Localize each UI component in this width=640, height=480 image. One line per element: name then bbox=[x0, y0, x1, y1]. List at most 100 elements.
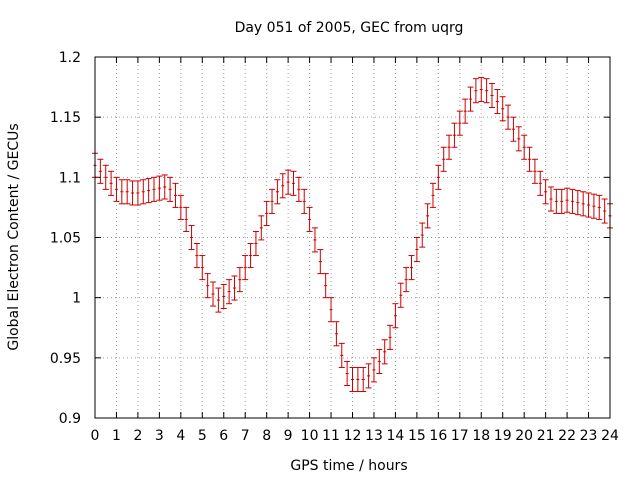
x-tick-label: 14 bbox=[387, 428, 405, 444]
x-tick-label: 9 bbox=[284, 428, 293, 444]
y-tick-label: 0.95 bbox=[50, 351, 81, 367]
data-point bbox=[542, 179, 549, 205]
x-tick-label: 12 bbox=[344, 428, 362, 444]
data-point bbox=[478, 76, 485, 103]
y-tick-label: 1 bbox=[72, 291, 81, 307]
data-point bbox=[210, 281, 217, 307]
grid-lines bbox=[94, 56, 611, 419]
x-tick-label: 8 bbox=[262, 428, 271, 444]
data-point bbox=[102, 164, 109, 190]
x-tick-label: 13 bbox=[365, 428, 383, 444]
chart-title: Day 051 of 2005, GEC from uqrg bbox=[235, 20, 464, 36]
data-point bbox=[483, 78, 490, 104]
data-point bbox=[140, 179, 147, 205]
data-point bbox=[263, 200, 270, 226]
data-points bbox=[92, 76, 613, 393]
y-axis-label: Global Electron Content / GECUs bbox=[6, 123, 22, 350]
data-point bbox=[446, 134, 453, 160]
data-point bbox=[462, 98, 469, 124]
data-point bbox=[215, 287, 222, 313]
data-point bbox=[151, 176, 158, 202]
data-point bbox=[365, 363, 372, 389]
data-point bbox=[494, 88, 501, 115]
data-point bbox=[537, 170, 544, 196]
data-point bbox=[499, 96, 506, 122]
data-point bbox=[488, 82, 495, 109]
data-point bbox=[183, 206, 190, 232]
data-point bbox=[338, 342, 345, 368]
x-axis-label: GPS time / hours bbox=[290, 458, 407, 474]
x-tick-label: 19 bbox=[494, 428, 512, 444]
data-point bbox=[558, 188, 565, 214]
data-point bbox=[349, 366, 356, 393]
y-tick-label: 1.15 bbox=[50, 110, 81, 126]
x-tick-label: 3 bbox=[155, 428, 164, 444]
data-point bbox=[269, 188, 276, 214]
data-point bbox=[601, 198, 608, 224]
data-point bbox=[295, 176, 302, 202]
data-point bbox=[97, 158, 104, 184]
data-point bbox=[596, 194, 603, 220]
data-point bbox=[226, 279, 233, 305]
x-tick-label: 21 bbox=[537, 428, 555, 444]
data-point bbox=[322, 273, 329, 299]
data-point bbox=[564, 187, 571, 213]
data-point bbox=[199, 255, 206, 281]
data-point bbox=[344, 360, 351, 387]
data-point bbox=[408, 255, 415, 281]
x-tick-labels: 0 1 2 3 4 5 6 7 8 9 10 11 12 13 14 15 16 17 18 19 20 21 22 23 24 bbox=[91, 428, 619, 444]
data-point bbox=[301, 188, 308, 214]
x-tick-label: 0 bbox=[91, 428, 100, 444]
data-point bbox=[569, 188, 576, 214]
data-point bbox=[134, 180, 141, 206]
data-point bbox=[435, 164, 442, 190]
data-point bbox=[118, 179, 125, 205]
data-point bbox=[220, 283, 227, 309]
data-point bbox=[403, 267, 410, 293]
data-point bbox=[387, 324, 394, 350]
y-tick-label: 1.1 bbox=[59, 170, 81, 186]
data-point bbox=[167, 176, 174, 202]
data-point bbox=[129, 180, 136, 206]
data-point bbox=[193, 243, 200, 269]
data-point bbox=[328, 297, 335, 323]
data-point bbox=[285, 169, 292, 195]
data-point bbox=[108, 170, 115, 196]
data-point bbox=[590, 193, 597, 219]
y-tick-labels: 0.9 0.95 1 1.05 1.1 1.15 1.2 bbox=[50, 50, 81, 427]
data-point bbox=[172, 182, 179, 208]
data-point bbox=[510, 116, 517, 142]
plot-frame bbox=[94, 56, 611, 419]
x-tick-label: 1 bbox=[112, 428, 121, 444]
x-tick-label: 6 bbox=[219, 428, 228, 444]
data-point bbox=[456, 110, 463, 136]
data-point bbox=[317, 249, 324, 275]
data-point bbox=[124, 179, 131, 205]
data-point bbox=[370, 357, 377, 383]
x-tick-label: 24 bbox=[601, 428, 619, 444]
data-point bbox=[526, 146, 533, 172]
data-point bbox=[413, 237, 420, 263]
data-point bbox=[333, 321, 340, 347]
data-point bbox=[113, 176, 120, 202]
x-tick-label: 22 bbox=[558, 428, 576, 444]
data-point bbox=[429, 182, 436, 208]
data-point bbox=[290, 170, 297, 196]
x-tick-label: 10 bbox=[301, 428, 319, 444]
data-point bbox=[258, 215, 265, 241]
data-point bbox=[252, 230, 259, 257]
x-tick-label: 4 bbox=[176, 428, 185, 444]
data-point bbox=[505, 104, 512, 130]
data-point bbox=[188, 224, 195, 251]
x-tick-label: 2 bbox=[133, 428, 142, 444]
x-tick-label: 11 bbox=[322, 428, 340, 444]
data-point bbox=[204, 273, 211, 299]
data-point bbox=[574, 190, 581, 216]
data-point bbox=[274, 179, 281, 205]
x-tick-label: 18 bbox=[472, 428, 490, 444]
data-point bbox=[467, 86, 474, 112]
data-point bbox=[451, 122, 458, 148]
data-point bbox=[161, 174, 168, 200]
data-point bbox=[360, 366, 367, 393]
